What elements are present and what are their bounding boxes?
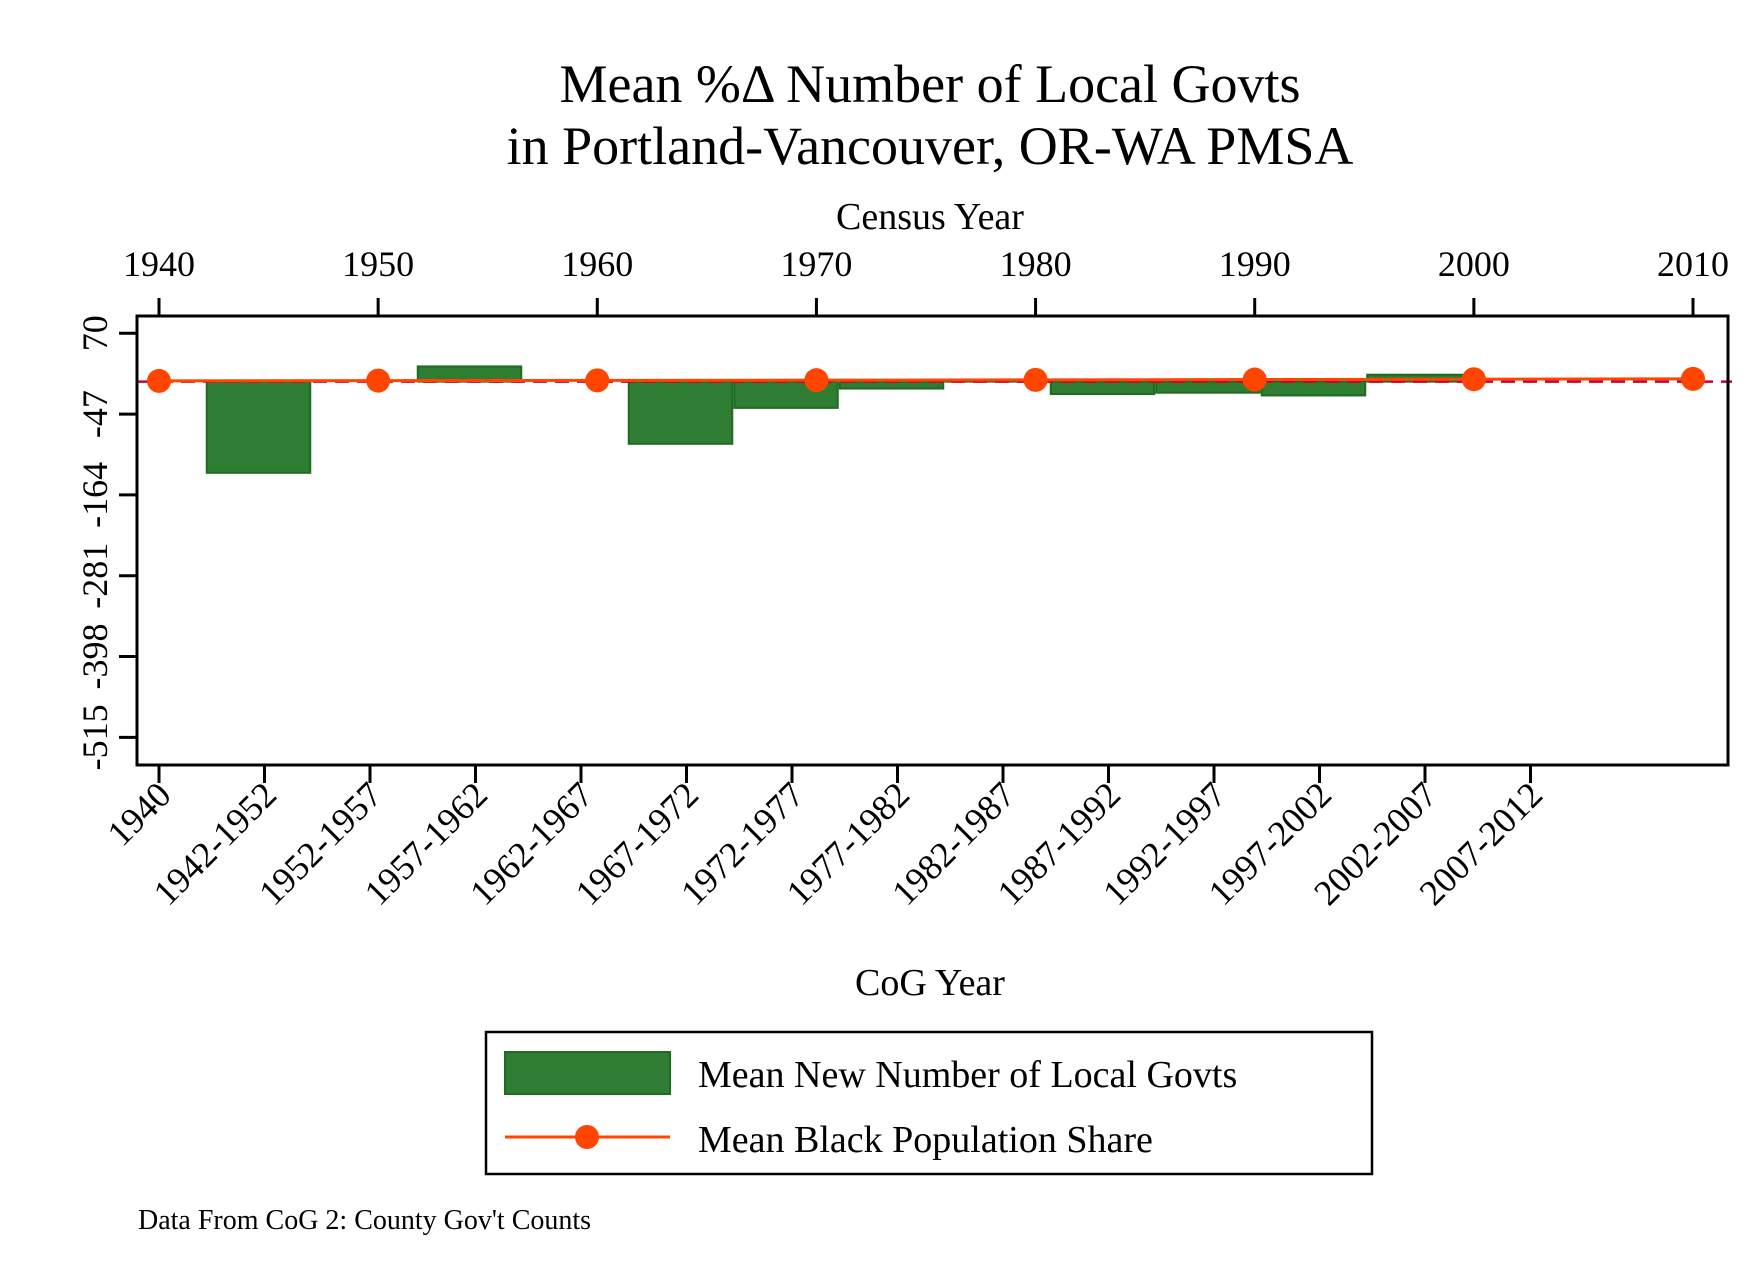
series-point — [366, 368, 391, 393]
chart-title-line-1: Mean %Δ Number of Local Govts — [559, 54, 1300, 114]
y-tick-label: -164 — [75, 462, 115, 528]
legend-label-line: Mean Black Population Share — [698, 1119, 1153, 1161]
line-series — [147, 366, 1705, 393]
chart-title-line-2: in Portland-Vancouver, OR-WA PMSA — [507, 116, 1354, 176]
top-axis: 1940 1950 1960 1970 1980 1990 2000 2010 — [123, 244, 1729, 316]
series-point — [804, 368, 829, 393]
bar — [1260, 380, 1367, 397]
series-point — [585, 368, 610, 393]
series-line — [158, 377, 1694, 383]
bar — [205, 380, 312, 474]
bottom-axis: 19401942-19521952-19571957-19621962-1967… — [99, 765, 1550, 913]
top-axis-title: Census Year — [836, 196, 1024, 238]
bar — [627, 380, 734, 445]
x-top-tick-label: 1980 — [1000, 244, 1072, 284]
y-tick-label: -398 — [75, 624, 115, 690]
series-point — [147, 368, 171, 393]
x-top-tick-label: 1960 — [561, 244, 633, 284]
y-tick-label: -47 — [75, 390, 115, 438]
left-axis: -515 -398 -281 -164 -47 70 — [75, 315, 137, 770]
legend-line-marker — [575, 1125, 599, 1149]
source-note: Data From CoG 2: County Gov't Counts — [138, 1205, 591, 1236]
bar — [1049, 380, 1156, 396]
x-top-tick-label: 1990 — [1219, 244, 1291, 284]
x-top-tick-label: 2000 — [1438, 244, 1510, 284]
y-tick-label: -281 — [75, 543, 115, 609]
y-tick-label: -515 — [75, 704, 115, 770]
series-point — [1681, 366, 1705, 391]
legend: Mean New Number of Local Govts Mean Blac… — [484, 1030, 1374, 1176]
series-point — [1242, 367, 1267, 392]
plot-frame — [135, 314, 1730, 767]
legend-label-bars: Mean New Number of Local Govts — [698, 1054, 1237, 1096]
y-tick-label: 70 — [75, 315, 115, 351]
legend-bar-swatch — [504, 1051, 671, 1095]
x-top-tick-label: 1950 — [342, 244, 414, 284]
bottom-axis-title: CoG Year — [855, 962, 1005, 1004]
x-top-tick-label: 1970 — [780, 244, 852, 284]
series-point — [1023, 367, 1048, 392]
series-point — [1461, 367, 1486, 392]
x-top-tick-label: 2010 — [1657, 244, 1729, 284]
x-bottom-tick-label: 1940 — [99, 774, 178, 853]
x-top-tick-label: 1940 — [123, 244, 195, 284]
